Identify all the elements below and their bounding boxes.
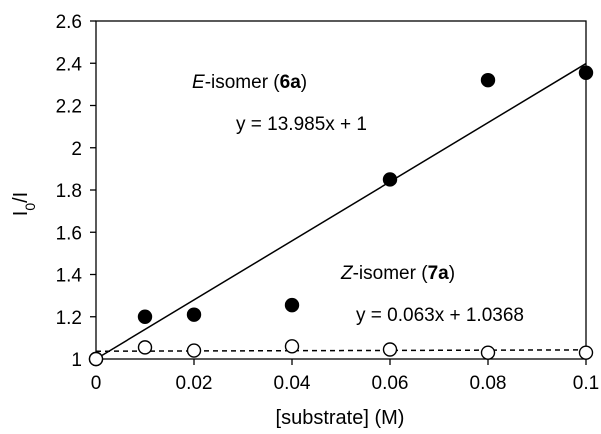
e-isomer-label: E-isomer (6a) <box>192 72 307 93</box>
point-series-1 <box>480 72 496 88</box>
y-tick-label: 1.6 <box>56 223 82 244</box>
e-isomer-close: ) <box>301 72 307 93</box>
y-axis-title-subscript: 0 <box>22 203 38 211</box>
e-isomer-text: -isomer ( <box>205 72 281 93</box>
point-series-1 <box>186 307 202 322</box>
point-series-2 <box>480 345 496 360</box>
y-tick-label: 2.6 <box>56 12 82 33</box>
x-tick-label: 0.1 <box>573 373 599 394</box>
point-series-2 <box>284 339 300 354</box>
x-axis-title: [substrate] (M) <box>276 407 405 429</box>
point-series-1 <box>137 309 153 324</box>
e-isomer-italic: E <box>192 72 205 93</box>
point-series-2 <box>186 343 202 358</box>
trendline-series-1 <box>95 62 587 360</box>
y-tick-label: 1.2 <box>56 308 82 329</box>
x-tick-label: 0.06 <box>372 373 409 394</box>
point-series-1 <box>382 172 398 187</box>
x-tick-label: 0 <box>91 373 102 394</box>
point-series-1 <box>284 297 300 313</box>
z-isomer-compound: 7a <box>428 263 450 284</box>
y-tick-label: 1 <box>71 350 82 371</box>
y-axis-title-rest: /I <box>10 192 32 203</box>
x-tick-label: 0.02 <box>176 373 213 394</box>
trendline-series-2 <box>95 349 587 352</box>
x-tick-label: 0.08 <box>470 373 507 394</box>
z-isomer-close: ) <box>449 263 455 284</box>
point-series-2 <box>382 342 398 357</box>
y-tick-label: 1.8 <box>56 181 82 202</box>
z-isomer-label: Z-isomer (7a) <box>340 263 455 284</box>
y-tick-label: 2.4 <box>56 54 83 75</box>
x-tick-label: 0.04 <box>274 373 311 394</box>
e-isomer-equation: y = 13.985x + 1 <box>236 114 367 135</box>
y-tick-label: 2.2 <box>56 97 82 118</box>
y-axis-title: I0/I <box>10 192 38 216</box>
z-isomer-equation: y = 0.063x + 1.0368 <box>356 305 524 326</box>
point-series-1 <box>578 65 594 80</box>
z-isomer-italic: Z <box>340 263 354 284</box>
point-series-2 <box>578 345 594 360</box>
y-axis-title-main: I <box>10 211 32 217</box>
y-tick-label: 2 <box>71 139 82 160</box>
point-series-2 <box>88 351 104 367</box>
z-isomer-text: -isomer ( <box>353 263 429 284</box>
trendlines <box>95 62 587 360</box>
e-isomer-compound: 6a <box>280 72 302 93</box>
y-tick-label: 1.4 <box>56 266 83 287</box>
data-points <box>88 65 594 367</box>
axes: 1 1.2 1.4 1.6 1.8 2 2.2 2.4 2.6 0 0.02 0.04 0.06 0.08… <box>56 12 600 394</box>
point-series-2 <box>137 340 153 355</box>
